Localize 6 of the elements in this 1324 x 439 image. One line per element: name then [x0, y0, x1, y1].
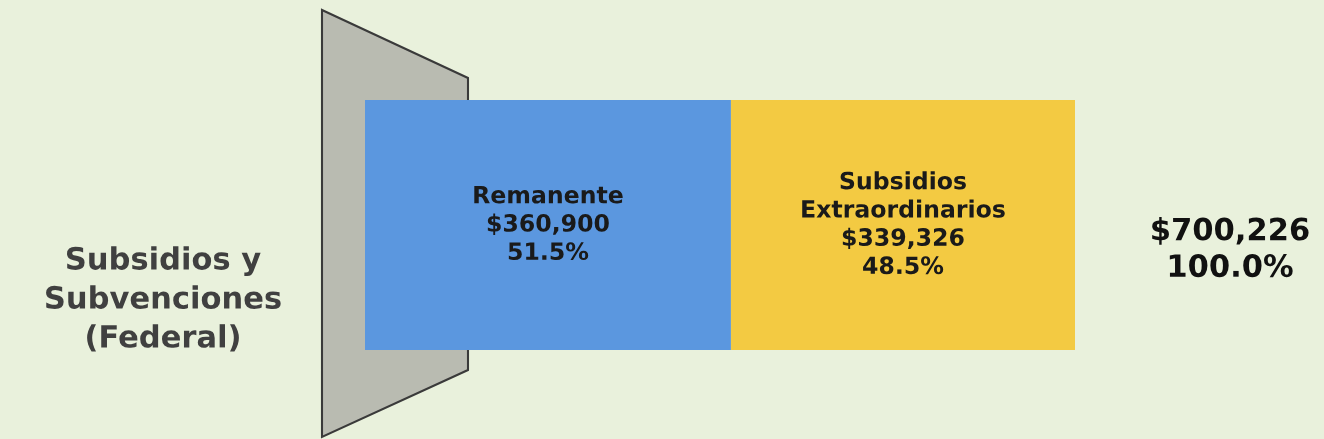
series-label: Subsidios Extraordinarios	[802, 171, 1005, 218]
data-label: $360,900 51.5%	[487, 213, 609, 261]
series-label: Remanente	[474, 186, 623, 204]
y-axis-title: Subsidios y Subvenciones (Federal)	[46, 246, 281, 352]
data-label: $339,326 48.5%	[842, 227, 964, 275]
total-label: $700,226 100.0%	[1152, 216, 1309, 278]
